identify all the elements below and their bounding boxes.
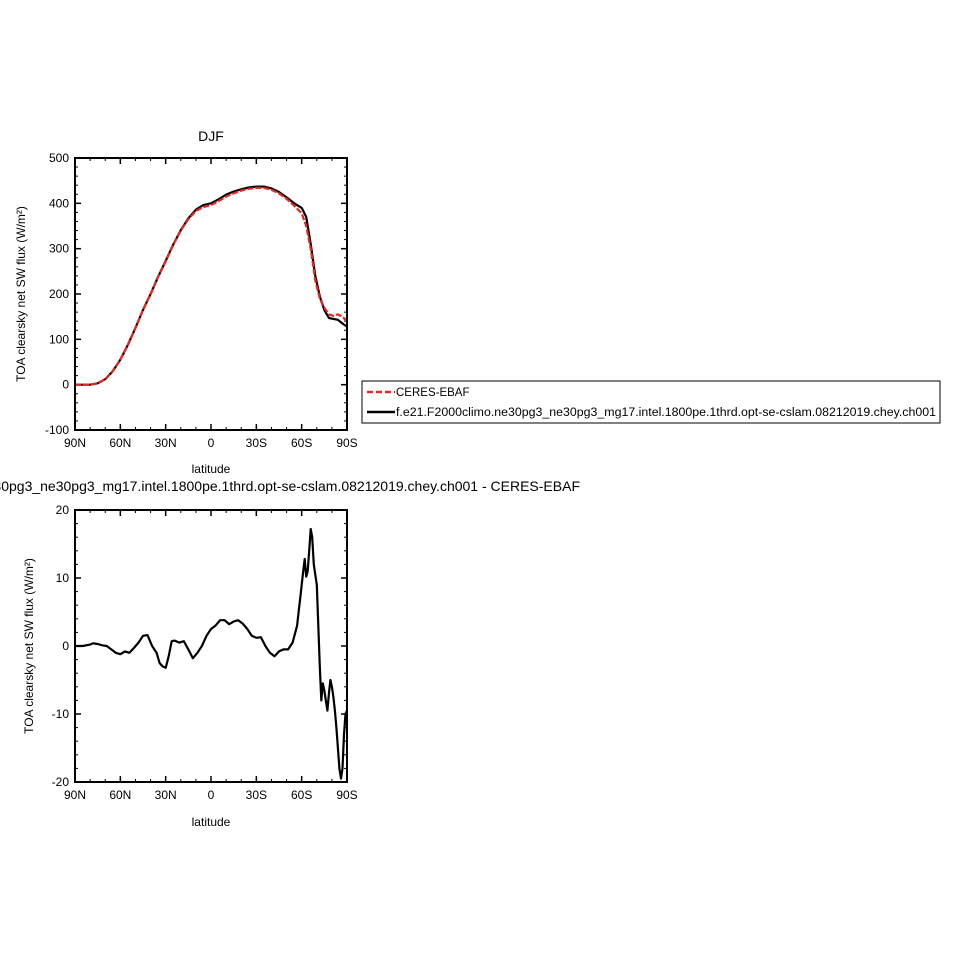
y-tick-label: 0	[62, 639, 69, 653]
ceres-ebaf-line	[75, 186, 348, 386]
x-tick-label: 60N	[109, 788, 131, 802]
y-tick-label: 100	[49, 332, 69, 346]
bottom-chart-frame	[74, 509, 348, 783]
x-tick-label: 0	[208, 436, 215, 450]
y-tick-label: 0	[62, 378, 69, 392]
bottom-chart-ylabel: TOA clearsky net SW flux (W/m²)	[22, 558, 36, 734]
bottom-chart-xlabel: latitude	[192, 815, 231, 829]
model-line	[75, 527, 349, 780]
legend-box	[361, 380, 941, 424]
x-tick-label: 60S	[291, 788, 312, 802]
top-chart-ticks: 90N 60N 30N 0 30S 60S 90S -100 0 100 200 300 400 500	[45, 151, 358, 450]
top-chart: DJF latitude TOA clearsky net SW flux (W…	[14, 128, 358, 476]
top-chart-xlabel: latitude	[192, 462, 231, 476]
y-tick-label: 500	[49, 151, 69, 165]
x-tick-label: 30S	[246, 436, 267, 450]
y-tick-label: 10	[56, 571, 70, 585]
x-tick-label: 90N	[64, 436, 86, 450]
bottom-chart-curves	[75, 527, 349, 780]
top-chart-frame	[74, 157, 348, 431]
legend: CERES-EBAF f.e21.F2000climo.ne30pg3_ne30…	[361, 380, 941, 424]
x-tick-label: 30N	[155, 436, 177, 450]
model-line	[75, 185, 348, 386]
legend-label-model: f.e21.F2000climo.ne30pg3_ne30pg3_mg17.in…	[396, 407, 936, 419]
y-tick-label: 20	[56, 503, 70, 517]
y-tick-label: 400	[49, 196, 69, 210]
top-chart-ylabel: TOA clearsky net SW flux (W/m²)	[14, 206, 28, 382]
legend-label-ceres: CERES-EBAF	[396, 387, 470, 399]
x-tick-label: 60S	[291, 436, 312, 450]
x-tick-label: 30N	[155, 788, 177, 802]
top-chart-title: DJF	[198, 128, 224, 144]
x-tick-label: 90S	[336, 788, 357, 802]
y-tick-label: -10	[52, 707, 70, 721]
y-tick-label: -100	[45, 423, 69, 437]
x-tick-label: 90S	[336, 436, 357, 450]
bottom-chart: f.e21.F2000climo.ne30pg3_ne30pg3_mg17.in…	[0, 478, 580, 829]
y-tick-label: -20	[52, 775, 70, 789]
x-tick-label: 90N	[64, 788, 86, 802]
x-tick-label: 60N	[109, 436, 131, 450]
y-tick-label: 300	[49, 242, 69, 256]
y-tick-label: 200	[49, 287, 69, 301]
x-tick-label: 0	[208, 788, 215, 802]
x-tick-label: 30S	[246, 788, 267, 802]
top-chart-curves	[75, 185, 348, 386]
bottom-chart-title: f.e21.F2000climo.ne30pg3_ne30pg3_mg17.in…	[0, 478, 580, 494]
